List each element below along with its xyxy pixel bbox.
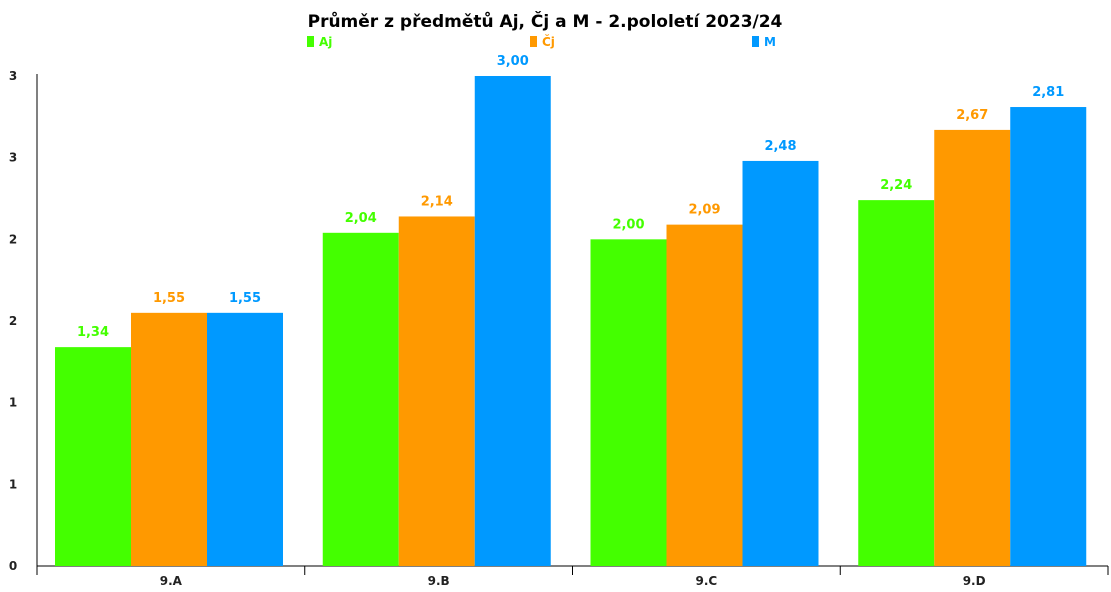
data-label: 2,09 <box>688 203 720 218</box>
bar <box>398 216 475 566</box>
data-label: 1,55 <box>153 291 185 306</box>
legend-label: M <box>764 35 776 49</box>
bar <box>207 312 283 566</box>
x-tick-label: 9.B <box>428 574 450 588</box>
bars <box>55 76 1087 567</box>
data-label: 2,24 <box>880 178 912 193</box>
x-tick-label: 9.A <box>160 574 183 588</box>
bar <box>590 239 667 567</box>
chart-title: Průměr z předmětů Aj, Čj a M - 2.pololet… <box>308 10 783 32</box>
data-label: 3,00 <box>497 54 529 69</box>
x-axis: 9.A 9.B 9.C 9.D <box>36 565 1109 588</box>
y-tick-label: 1 <box>9 396 17 410</box>
bar <box>322 232 399 567</box>
bar <box>55 347 131 566</box>
data-label: 2,00 <box>612 217 644 232</box>
x-tick-label: 9.C <box>696 574 718 588</box>
bar <box>1010 107 1087 567</box>
data-labels: 1,34 1,55 1,55 2,04 2,14 3,00 2,00 2,09 2,48 2,24… <box>77 54 1064 340</box>
y-axis: 0 1 1 2 2 3 3 <box>9 69 38 573</box>
legend-label: Čj <box>542 34 555 49</box>
data-label: 2,04 <box>345 211 377 226</box>
legend-label: Aj <box>319 35 332 49</box>
y-tick-label: 3 <box>9 69 17 83</box>
legend-swatch <box>307 36 314 47</box>
bar <box>742 160 819 566</box>
y-tick-label: 2 <box>9 314 17 328</box>
data-label: 1,55 <box>229 291 261 306</box>
data-label: 2,48 <box>764 139 796 154</box>
bar <box>934 129 1011 566</box>
legend-swatch <box>752 36 759 47</box>
y-tick-label: 3 <box>9 151 17 165</box>
data-label: 2,67 <box>956 108 988 123</box>
legend-swatch <box>530 36 537 47</box>
x-tick-label: 9.D <box>963 574 986 588</box>
data-label: 2,81 <box>1032 85 1064 100</box>
bar <box>131 312 207 566</box>
legend: Aj Čj M <box>307 34 776 49</box>
data-label: 1,34 <box>77 325 109 340</box>
bar <box>858 200 935 566</box>
data-label: 2,14 <box>421 194 453 209</box>
bar <box>666 224 743 566</box>
y-tick-label: 2 <box>9 232 17 246</box>
y-tick-label: 0 <box>9 559 17 573</box>
bar <box>474 76 551 566</box>
y-tick-label: 1 <box>9 477 17 491</box>
